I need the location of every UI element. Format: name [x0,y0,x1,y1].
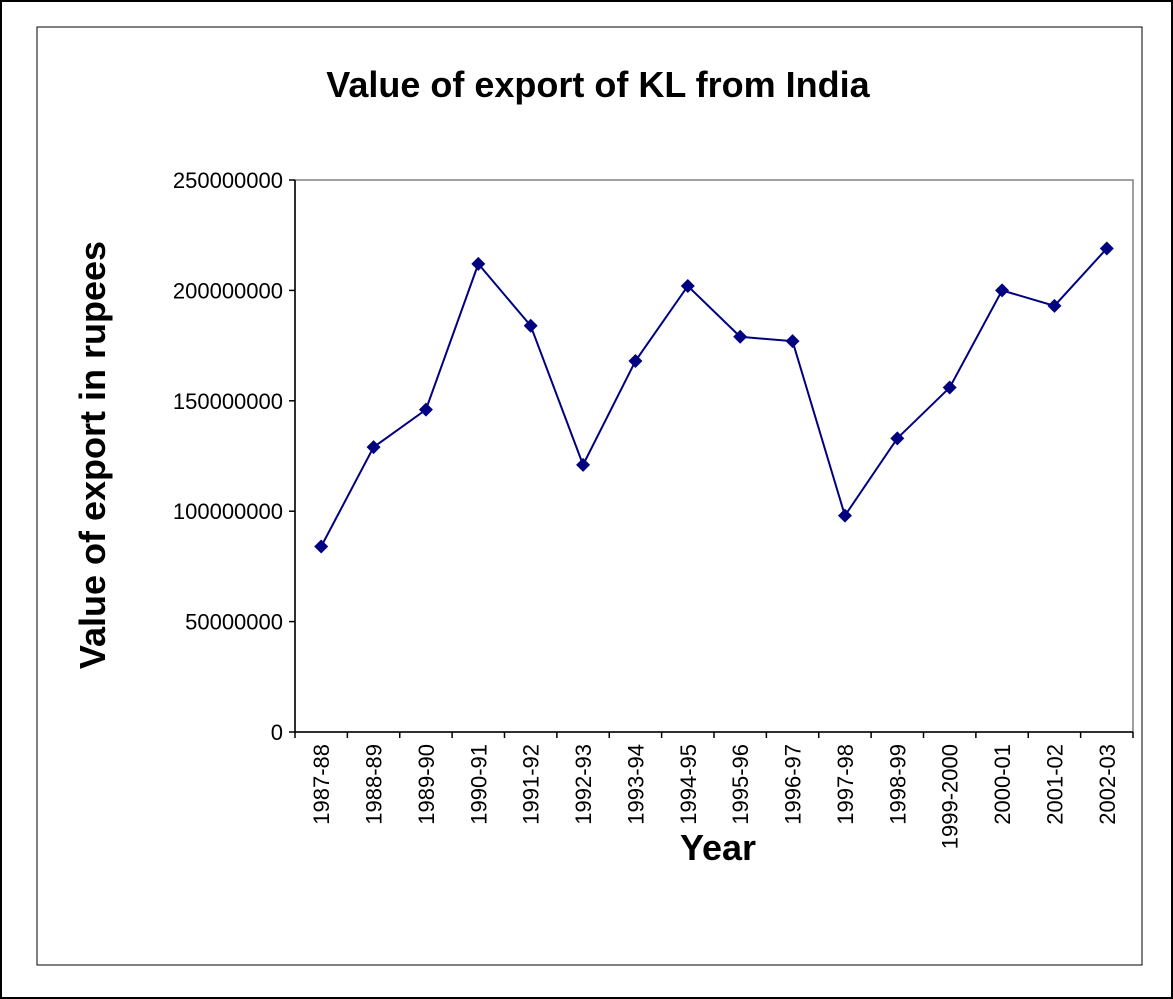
y-tick-label: 250000000 [173,168,283,193]
marker [418,402,433,417]
x-tick-label: 1988-89 [362,744,387,825]
marker [890,431,905,446]
y-axis-label: Value of export in rupees [72,241,113,669]
marker [733,329,748,344]
y-tick-label: 200000000 [173,278,283,303]
x-tick-label: 1987-88 [309,744,334,825]
x-tick-label: 1992-93 [571,744,596,825]
x-tick-label: 1999-2000 [938,744,963,849]
y-tick-label: 0 [271,720,283,745]
x-tick-label: 1989-90 [414,744,439,825]
chart-title: Value of export of KL from India [326,64,870,105]
x-tick-label: 1997-98 [833,744,858,825]
x-tick-label: 1996-97 [781,744,806,825]
marker [942,380,957,395]
x-axis-label: Year [680,827,756,868]
x-tick-label: 1998-99 [885,744,910,825]
marker [471,256,486,271]
y-tick-label: 100000000 [173,499,283,524]
x-tick-label: 1991-92 [519,744,544,825]
y-tick-label: 50000000 [185,610,283,635]
marker [785,334,800,349]
marker [995,283,1010,298]
marker [366,440,381,455]
y-tick-label: 150000000 [173,389,283,414]
plot-area [294,179,1134,733]
marker [314,539,329,554]
marker [576,457,591,472]
x-tick-label: 1995-96 [728,744,753,825]
x-tick-label: 1993-94 [623,744,648,825]
x-tick-label: 2002-03 [1095,744,1120,825]
x-tick-label: 1994-95 [676,744,701,825]
marker [680,278,695,293]
chart-frame [36,26,1143,966]
x-tick-label: 2001-02 [1042,744,1067,825]
x-tick-label: 2000-01 [990,744,1015,825]
marker [837,508,852,523]
marker [523,318,538,333]
marker [1047,298,1062,313]
marker [1099,241,1114,256]
line [320,247,1108,547]
marker [628,354,643,369]
x-tick-label: 1990-91 [466,744,491,825]
